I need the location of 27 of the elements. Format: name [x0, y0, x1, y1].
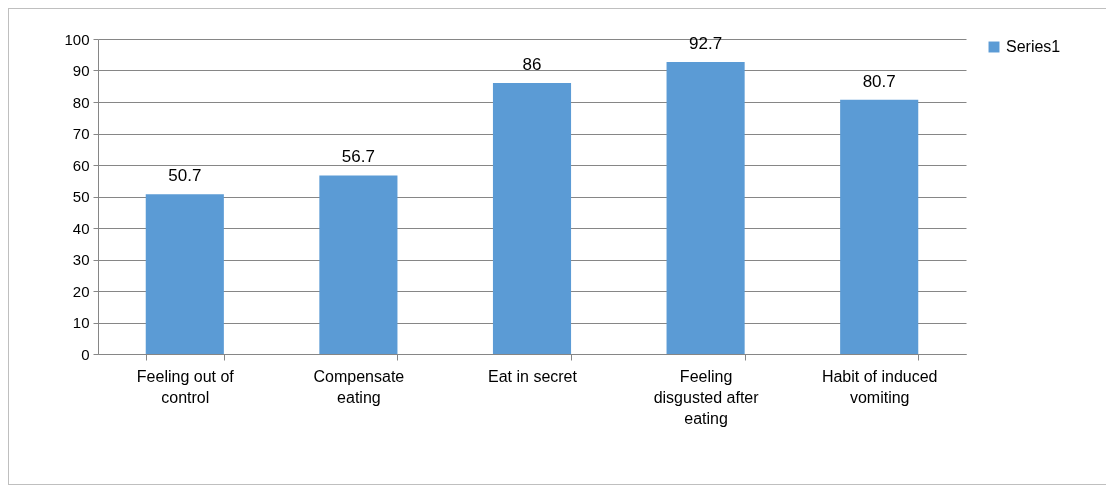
data-label: 92.7	[689, 33, 723, 53]
data-label: 86	[522, 55, 542, 75]
y-tick-label: 30	[72, 251, 90, 268]
data-label: 50.7	[168, 166, 202, 186]
y-tick-label: 40	[72, 219, 90, 237]
legend-label: Series1	[1006, 38, 1061, 55]
y-tick-label: 60	[72, 156, 90, 174]
y-tick-label: 100	[64, 30, 90, 48]
bar	[492, 83, 572, 354]
x-tick-label: Compensate eating	[313, 367, 405, 406]
y-tick-label: 90	[72, 62, 90, 79]
y-tick-label: 0	[81, 345, 90, 363]
x-tick-label: Feeling out of control	[136, 367, 235, 406]
y-tick-label: 70	[72, 125, 90, 142]
bar	[145, 194, 224, 354]
x-tick-label: Eat in secret	[488, 367, 578, 385]
data-label: 80.7	[862, 71, 896, 91]
x-tick-label: Habit of induced vomiting	[821, 367, 938, 406]
bar	[666, 61, 745, 354]
bar	[319, 175, 398, 354]
bar	[840, 99, 919, 354]
data-label: 56.7	[341, 147, 375, 167]
y-tick-label: 10	[72, 314, 90, 331]
y-tick-label: 20	[72, 282, 90, 300]
x-tick-label: Feeling disgusted after eating	[653, 367, 760, 427]
y-tick-label: 80	[72, 93, 90, 111]
y-tick-label: 50	[72, 188, 90, 205]
